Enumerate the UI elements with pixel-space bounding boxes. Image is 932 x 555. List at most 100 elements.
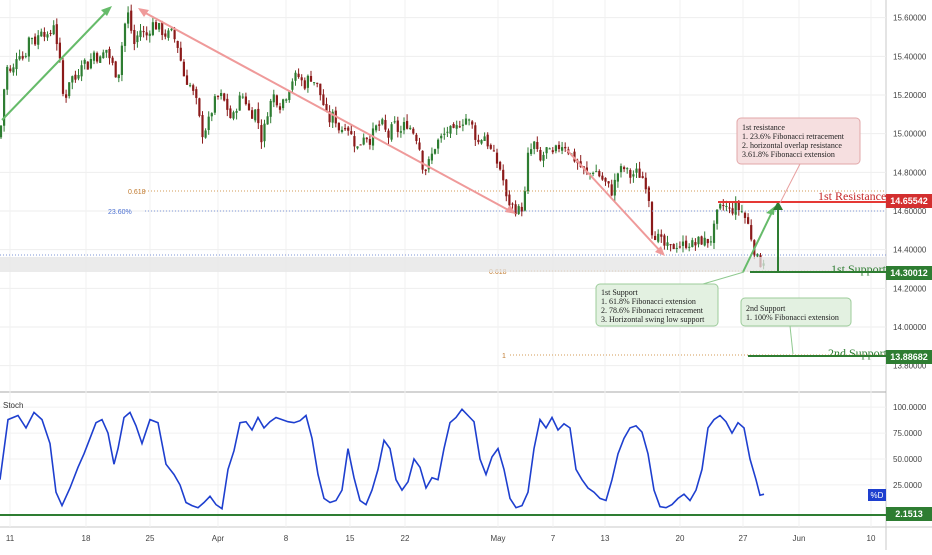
projection-arrow [742,209,774,273]
downtrend-arrow-1-head-end [505,205,516,214]
candle-body [102,52,105,59]
candle-body [226,98,229,110]
candle-body [164,33,167,37]
candle-body [415,134,418,141]
candle-body [46,34,49,38]
candle-body [34,36,37,45]
candle-body [750,225,753,240]
candle-body [390,124,393,140]
candle-body [573,151,576,162]
candle-body [254,109,257,121]
candle-body [626,168,629,170]
candle-body [455,125,458,129]
candle-body [526,152,530,192]
candle-body [173,29,176,40]
candle-body [598,170,601,177]
candle-body [49,32,52,34]
resistance-label: 1st Resistance [818,189,886,203]
candle-body [449,125,452,134]
candle-body [613,179,616,196]
candle-body [77,75,80,79]
candle-body [421,150,424,170]
candle-body [375,125,378,131]
candle-body [681,241,685,246]
candle-body [139,30,142,38]
candle-body [657,233,660,242]
candle-body [182,61,185,77]
candle-body [275,95,278,106]
candle-body [492,150,495,152]
candle-body [9,68,12,72]
candle-body [654,235,657,240]
candle-body [604,177,607,182]
time-tick-label: 7 [551,534,556,543]
candle-body [452,123,455,128]
candle-body [433,149,437,154]
candle-body [359,144,362,146]
candle-body [743,212,747,218]
candle-body [99,56,102,63]
candle-body [734,202,737,215]
level-lines: 1st Resistance 1st Support 2nd Support [718,189,888,360]
candle-body [365,137,368,140]
candle-body [706,238,709,244]
price-tick-label: 15.40000 [893,52,927,61]
candle-body [3,89,6,126]
candle-body [111,57,114,63]
time-tick-label: May [490,534,505,543]
candle-body [623,167,626,170]
candle-body [247,103,251,111]
candle-body [458,126,461,128]
support1-price: 14.30012 [890,268,928,278]
time-tick-label: 27 [739,534,748,543]
candle-body [691,240,694,247]
candle-body [192,85,195,91]
candle-body [83,59,86,64]
candle-body [561,147,564,151]
candle-body [127,12,130,24]
candle-body [387,130,390,138]
downtrend-arrow-2-head [655,246,665,256]
candle-body [601,175,604,180]
candle-body [189,85,192,87]
candle-body [61,60,65,94]
candle-body [316,82,319,84]
candle-body [545,147,548,154]
candle-body [595,171,598,173]
candle-body [337,122,340,131]
candle-body [220,92,223,96]
candle-body [666,242,669,246]
candle-body [716,209,719,224]
support2-note-line-2: 1. 100% Fibonacci extension [746,313,839,322]
candle-body [266,116,269,125]
candle-body [154,22,158,30]
candle-body [12,67,15,73]
candle-body [15,59,18,70]
candle-body [678,246,681,248]
candle-body [514,204,517,215]
candle-body [263,123,266,142]
candle-body [542,154,545,161]
candle-body [406,120,409,129]
candle-body [508,194,511,206]
stoch-tick-label: 50.0000 [893,455,922,464]
stoch-axis: 100.0000 75.0000 50.0000 25.0000 [893,403,927,490]
candle-body [443,133,446,135]
support1-note-line-1: 1st Support [601,288,638,297]
candle-body [554,145,557,152]
time-axis: 11 18 25 Apr 8 15 22 May 7 13 20 27 Jun 10 [6,534,876,543]
stoch-line [0,408,765,511]
support1-note-line-2: 1. 61.8% Fibonacci extension [601,297,696,306]
candle-body [216,95,220,97]
candle-body [700,236,703,245]
time-tick-label: Jun [793,534,806,543]
candle-body [65,94,68,98]
candle-body [629,170,632,178]
candle-body [71,76,74,83]
candle-body [437,139,440,149]
candle-body [238,95,241,111]
candle-body [322,94,325,106]
candle-body [610,184,613,196]
candle-body [68,82,71,97]
